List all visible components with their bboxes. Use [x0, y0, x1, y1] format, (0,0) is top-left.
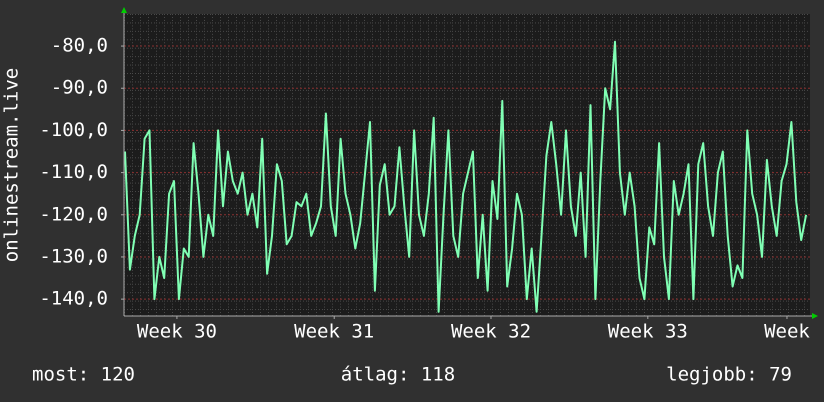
- minor-grid: [124, 14, 810, 316]
- x-tick-label: Week 31: [294, 321, 374, 343]
- x-tick-label: Week 30: [137, 321, 217, 343]
- data-line: [124, 40, 808, 313]
- x-tick-label: Week 32: [451, 321, 531, 343]
- y-tick-label: -80,0: [51, 35, 108, 57]
- x-tick-label: Week: [764, 321, 810, 343]
- footer-best: legjobb: 79: [666, 364, 792, 386]
- y-tick-label: -140,0: [39, 288, 108, 310]
- footer-current: most: 120: [32, 364, 135, 386]
- y-tick-label: -100,0: [39, 119, 108, 141]
- y-tick-label: -120,0: [39, 203, 108, 225]
- y-axis-label: onlinestream.live: [1, 68, 23, 262]
- y-tick-label: -90,0: [51, 77, 108, 99]
- footer-average: átlag: 118: [341, 364, 455, 386]
- y-arrow: [121, 7, 127, 13]
- y-tick-label: -110,0: [39, 161, 108, 183]
- y-tick-label: -130,0: [39, 245, 108, 267]
- x-arrow: [812, 313, 818, 319]
- x-tick-label: Week 33: [608, 321, 688, 343]
